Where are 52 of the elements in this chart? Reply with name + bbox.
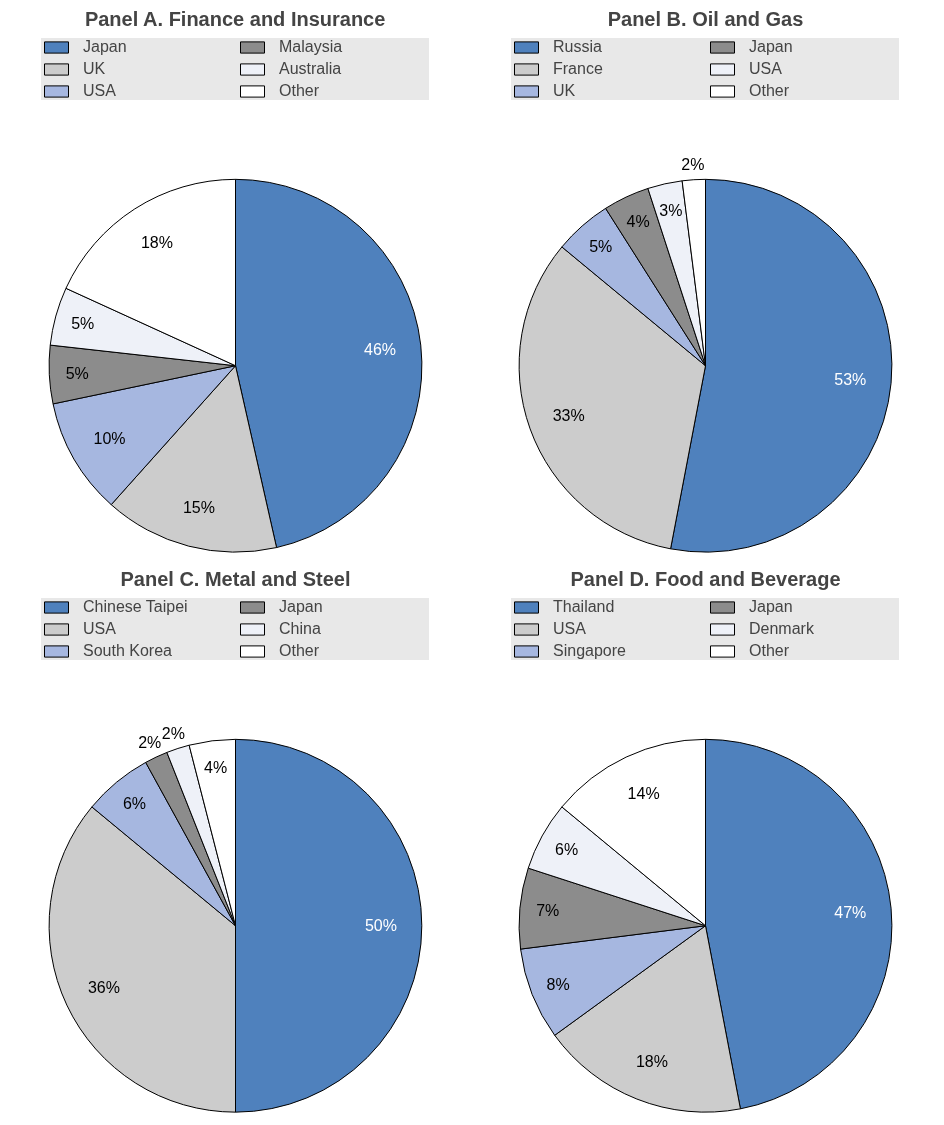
legend-label: South Korea — [83, 642, 173, 660]
chart-title: Panel C. Metal and Steel — [120, 567, 351, 590]
legend-label: Australia — [279, 60, 343, 78]
data-label: 2% — [138, 734, 162, 752]
legend-label: Japan — [83, 38, 128, 56]
legend-label: Japan — [279, 598, 324, 616]
legend-label: USA — [553, 620, 587, 638]
data-label: 18% — [635, 1052, 668, 1070]
legend-label: China — [279, 620, 322, 638]
legend-label: Thailand — [553, 598, 616, 616]
legend-label: Japan — [749, 38, 794, 56]
data-label: 46% — [363, 341, 397, 359]
legend-label: Other — [279, 642, 320, 660]
legend-label: Russia — [553, 38, 603, 56]
legend-label: USA — [83, 82, 117, 100]
data-label: 18% — [140, 234, 173, 252]
data-label: 6% — [555, 840, 579, 858]
data-label: 33% — [552, 406, 585, 424]
data-label: 6% — [122, 794, 147, 812]
legend-label: Other — [749, 642, 790, 660]
data-label: 47% — [834, 903, 867, 921]
legend-label: Other — [749, 82, 790, 100]
data-label: 50% — [364, 917, 397, 935]
data-label: 14% — [627, 785, 660, 803]
data-label: 7% — [536, 902, 560, 920]
chart-title: Panel A. Finance and Insurance — [84, 7, 386, 30]
chart-title: Panel D. Food and Beverage — [570, 567, 841, 590]
data-label: 4% — [204, 759, 228, 777]
data-label: 2% — [161, 725, 185, 743]
data-label: 53% — [834, 370, 867, 388]
chart-title: Panel B. Oil and Gas — [607, 7, 804, 30]
data-label: 2% — [681, 155, 705, 173]
data-label: 5% — [71, 314, 95, 332]
data-label: 10% — [93, 430, 126, 448]
data-label: 8% — [546, 975, 570, 993]
legend-label: Japan — [749, 598, 794, 616]
data-label: 15% — [182, 498, 215, 516]
legend-label: USA — [83, 620, 117, 638]
legend-label: Singapore — [553, 642, 627, 660]
legend-label: Malaysia — [279, 38, 344, 56]
legend-label: UK — [83, 60, 107, 78]
data-label: 4% — [626, 213, 650, 231]
data-label: 5% — [589, 237, 613, 255]
legend-label: France — [553, 60, 604, 78]
legend-label: Denmark — [749, 620, 815, 638]
data-label: 3% — [659, 202, 683, 219]
data-label: 36% — [87, 979, 120, 997]
legend-label: Other — [279, 82, 320, 100]
legend-label: Chinese Taipei — [83, 598, 189, 616]
data-label: 5% — [65, 364, 89, 382]
legend-label: USA — [749, 60, 783, 78]
legend-label: UK — [553, 82, 577, 100]
